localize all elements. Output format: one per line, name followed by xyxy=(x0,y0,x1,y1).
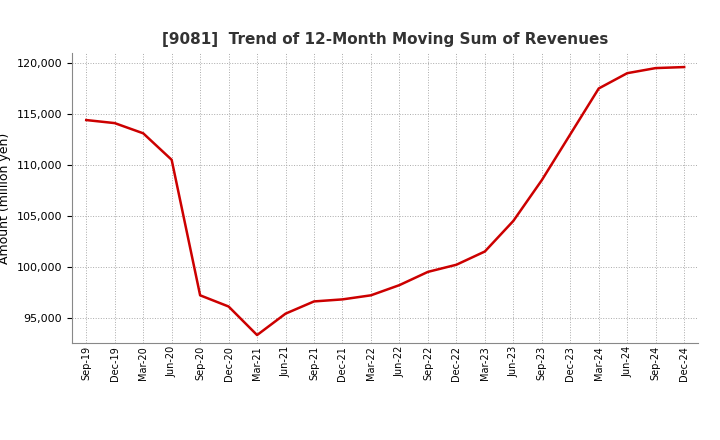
Title: [9081]  Trend of 12-Month Moving Sum of Revenues: [9081] Trend of 12-Month Moving Sum of R… xyxy=(162,33,608,48)
Y-axis label: Amount (million yen): Amount (million yen) xyxy=(0,132,11,264)
